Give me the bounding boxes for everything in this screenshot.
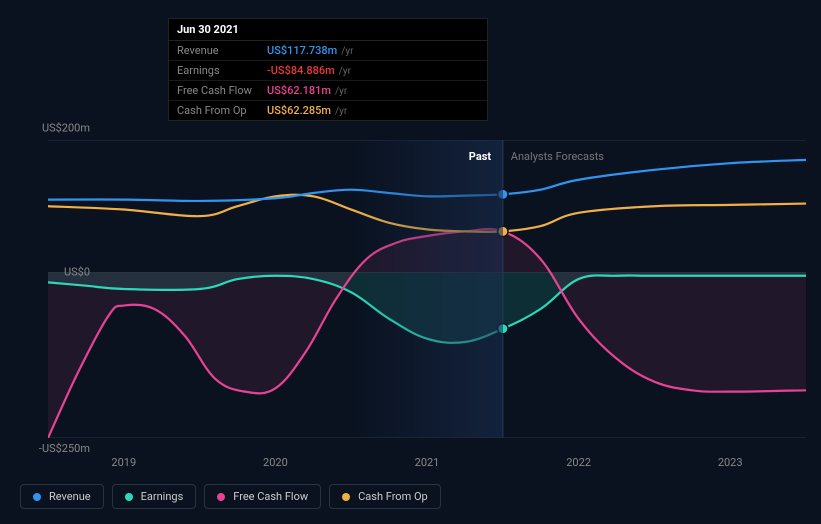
tooltip-row-value: US$62.181m <box>267 84 331 97</box>
tooltip-row: Earnings-US$84.886m/yr <box>169 61 487 81</box>
legend-label: Cash From Op <box>358 490 428 503</box>
x-axis-label: 2023 <box>718 456 743 469</box>
legend: Revenue Earnings Free Cash Flow Cash From O… <box>20 484 441 509</box>
tooltip-row-suffix: /yr <box>335 86 347 97</box>
legend-item[interactable]: Revenue <box>20 484 104 509</box>
tooltip-row-label: Cash From Op <box>177 104 267 117</box>
tooltip-row-suffix: /yr <box>335 106 347 117</box>
chart-svg <box>48 140 806 438</box>
marker-revenue <box>498 190 507 199</box>
x-axis-label: 2020 <box>263 456 288 469</box>
tooltip-row-label: Free Cash Flow <box>177 84 267 97</box>
tooltip-row-value: US$62.285m <box>267 104 331 117</box>
legend-label: Earnings <box>141 490 184 503</box>
tooltip-row-label: Revenue <box>177 44 267 57</box>
tooltip-date: Jun 30 2021 <box>169 19 487 41</box>
legend-dot-icon <box>217 493 225 501</box>
past-section-label: Past <box>469 138 491 163</box>
legend-label: Free Cash Flow <box>233 490 308 503</box>
marker-cfo <box>498 227 507 236</box>
legend-item[interactable]: Free Cash Flow <box>204 484 321 509</box>
legend-dot-icon <box>342 493 350 501</box>
x-axis-label: 2022 <box>566 456 591 469</box>
financials-chart: US$200mUS$0-US$250m20192020202120222023P… <box>48 140 806 438</box>
line-revenue <box>48 160 806 201</box>
tooltip-row-suffix: /yr <box>341 46 353 57</box>
tooltip-row-label: Earnings <box>177 64 267 77</box>
legend-item[interactable]: Cash From Op <box>329 484 441 509</box>
tooltip-row-value: US$117.738m <box>267 44 337 57</box>
tooltip-row: Free Cash FlowUS$62.181m/yr <box>169 81 487 101</box>
x-axis-label: 2021 <box>415 456 440 469</box>
y-axis-label: -US$250m <box>39 442 90 455</box>
marker-earnings <box>498 324 507 333</box>
legend-item[interactable]: Earnings <box>112 484 197 509</box>
y-axis-label: US$0 <box>64 266 90 279</box>
x-axis-label: 2019 <box>111 456 136 469</box>
tooltip-row: RevenueUS$117.738m/yr <box>169 41 487 61</box>
legend-dot-icon <box>33 493 41 501</box>
tooltip-row-suffix: /yr <box>339 66 351 77</box>
tooltip-row: Cash From OpUS$62.285m/yr <box>169 101 487 120</box>
forecast-section-label: Analysts Forecasts <box>511 138 604 163</box>
y-axis-label: US$200m <box>42 122 90 135</box>
legend-dot-icon <box>125 493 133 501</box>
tooltip-row-value: -US$84.886m <box>267 64 335 77</box>
legend-label: Revenue <box>49 490 91 503</box>
hover-tooltip: Jun 30 2021 RevenueUS$117.738m/yrEarning… <box>168 18 488 121</box>
